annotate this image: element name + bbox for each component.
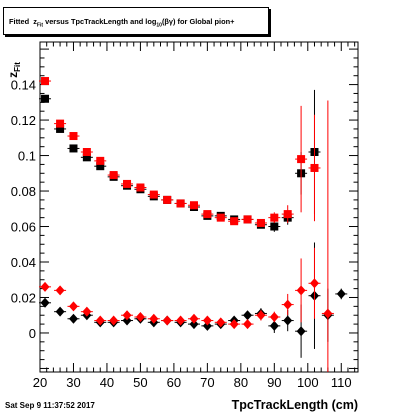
data-point-diamond <box>283 315 293 326</box>
data-point-square <box>82 148 91 156</box>
data-point-diamond <box>309 278 319 289</box>
x-tick-label: 40 <box>100 375 114 390</box>
plot-frame <box>39 41 359 373</box>
data-point-square <box>41 94 50 103</box>
data-point-square <box>163 195 172 204</box>
data-point-square <box>123 179 132 188</box>
data-point-diamond <box>109 315 119 326</box>
y-tick-label: 0.14 <box>11 78 36 93</box>
data-point-square <box>203 210 212 219</box>
data-point-diamond <box>243 310 253 321</box>
x-tick-label: 80 <box>234 375 248 390</box>
data-point-diamond <box>229 319 239 330</box>
title-box <box>3 7 269 35</box>
data-point-diamond <box>68 301 78 312</box>
data-point-square <box>283 210 292 219</box>
data-point-square <box>56 124 65 133</box>
data-point-diamond <box>122 310 132 321</box>
data-point-diamond <box>176 315 186 326</box>
data-point-diamond <box>216 317 226 328</box>
data-point-diamond <box>256 310 266 321</box>
data-point-square <box>189 201 198 210</box>
y-tick-label: 0.06 <box>11 220 36 235</box>
data-point-square <box>230 217 239 226</box>
x-tick-label: 100 <box>297 375 319 390</box>
data-point-square <box>56 119 65 128</box>
data-point-square <box>136 183 145 192</box>
data-point-diamond <box>323 308 333 319</box>
data-point-diamond <box>336 288 346 299</box>
data-point-diamond <box>122 315 132 326</box>
data-point-diamond <box>269 312 279 322</box>
data-point-square <box>69 132 78 141</box>
data-point-diamond <box>55 306 65 317</box>
data-point-square <box>96 162 105 171</box>
data-point-square <box>216 213 225 222</box>
x-tick-label: 90 <box>267 375 281 390</box>
data-point-diamond <box>40 281 50 292</box>
data-point-diamond <box>40 297 50 308</box>
data-point-square <box>41 77 50 86</box>
x-tick-label: 60 <box>167 375 181 390</box>
data-point-diamond <box>189 319 199 330</box>
y-tick-label: 0.08 <box>11 184 36 199</box>
y-tick-label: 0.04 <box>11 255 36 270</box>
x-axis-label: TpcTrackLength (cm) <box>232 398 358 412</box>
data-point-square <box>149 190 158 199</box>
data-point-square <box>270 213 279 222</box>
data-point-square <box>176 199 185 208</box>
timestamp: Sat Sep 9 11:37:52 2017 <box>5 401 95 410</box>
data-point-diamond <box>202 315 212 326</box>
data-point-diamond <box>135 312 145 322</box>
data-point-square <box>310 163 319 172</box>
y-axis-label: zFit <box>6 62 22 78</box>
data-point-square <box>243 215 252 224</box>
x-tick-label: 50 <box>133 375 147 390</box>
data-point-diamond <box>296 285 306 296</box>
x-tick-label: 30 <box>66 375 80 390</box>
data-point-diamond <box>95 315 105 326</box>
data-point-diamond <box>269 320 279 331</box>
data-point-diamond <box>283 299 293 310</box>
data-point-square <box>270 222 279 231</box>
data-point-square <box>69 144 78 153</box>
data-point-square <box>82 153 91 162</box>
x-tick-label: 20 <box>33 375 47 390</box>
data-point-square <box>297 155 306 164</box>
data-point-diamond <box>82 306 92 317</box>
data-point-diamond <box>55 285 65 296</box>
x-tick-label: 70 <box>200 375 214 390</box>
data-point-square <box>109 171 118 180</box>
data-point-diamond <box>68 313 78 324</box>
chart-title: Fitted zFit versus TpcTrackLength and lo… <box>9 17 235 29</box>
data-point-square <box>256 218 265 227</box>
data-point-diamond <box>162 315 172 326</box>
y-tick-label: 0 <box>29 326 36 341</box>
y-tick-label: 0.12 <box>11 113 36 128</box>
data-point-diamond <box>243 319 253 330</box>
data-point-diamond <box>149 313 159 324</box>
data-point-diamond <box>189 313 199 324</box>
data-point-square <box>96 156 105 165</box>
y-tick-label: 0.02 <box>11 290 36 305</box>
data-point-diamond <box>296 326 306 337</box>
data-point-diamond <box>202 320 212 331</box>
y-tick-label: 0.1 <box>18 149 36 164</box>
x-tick-label: 110 <box>331 375 352 390</box>
